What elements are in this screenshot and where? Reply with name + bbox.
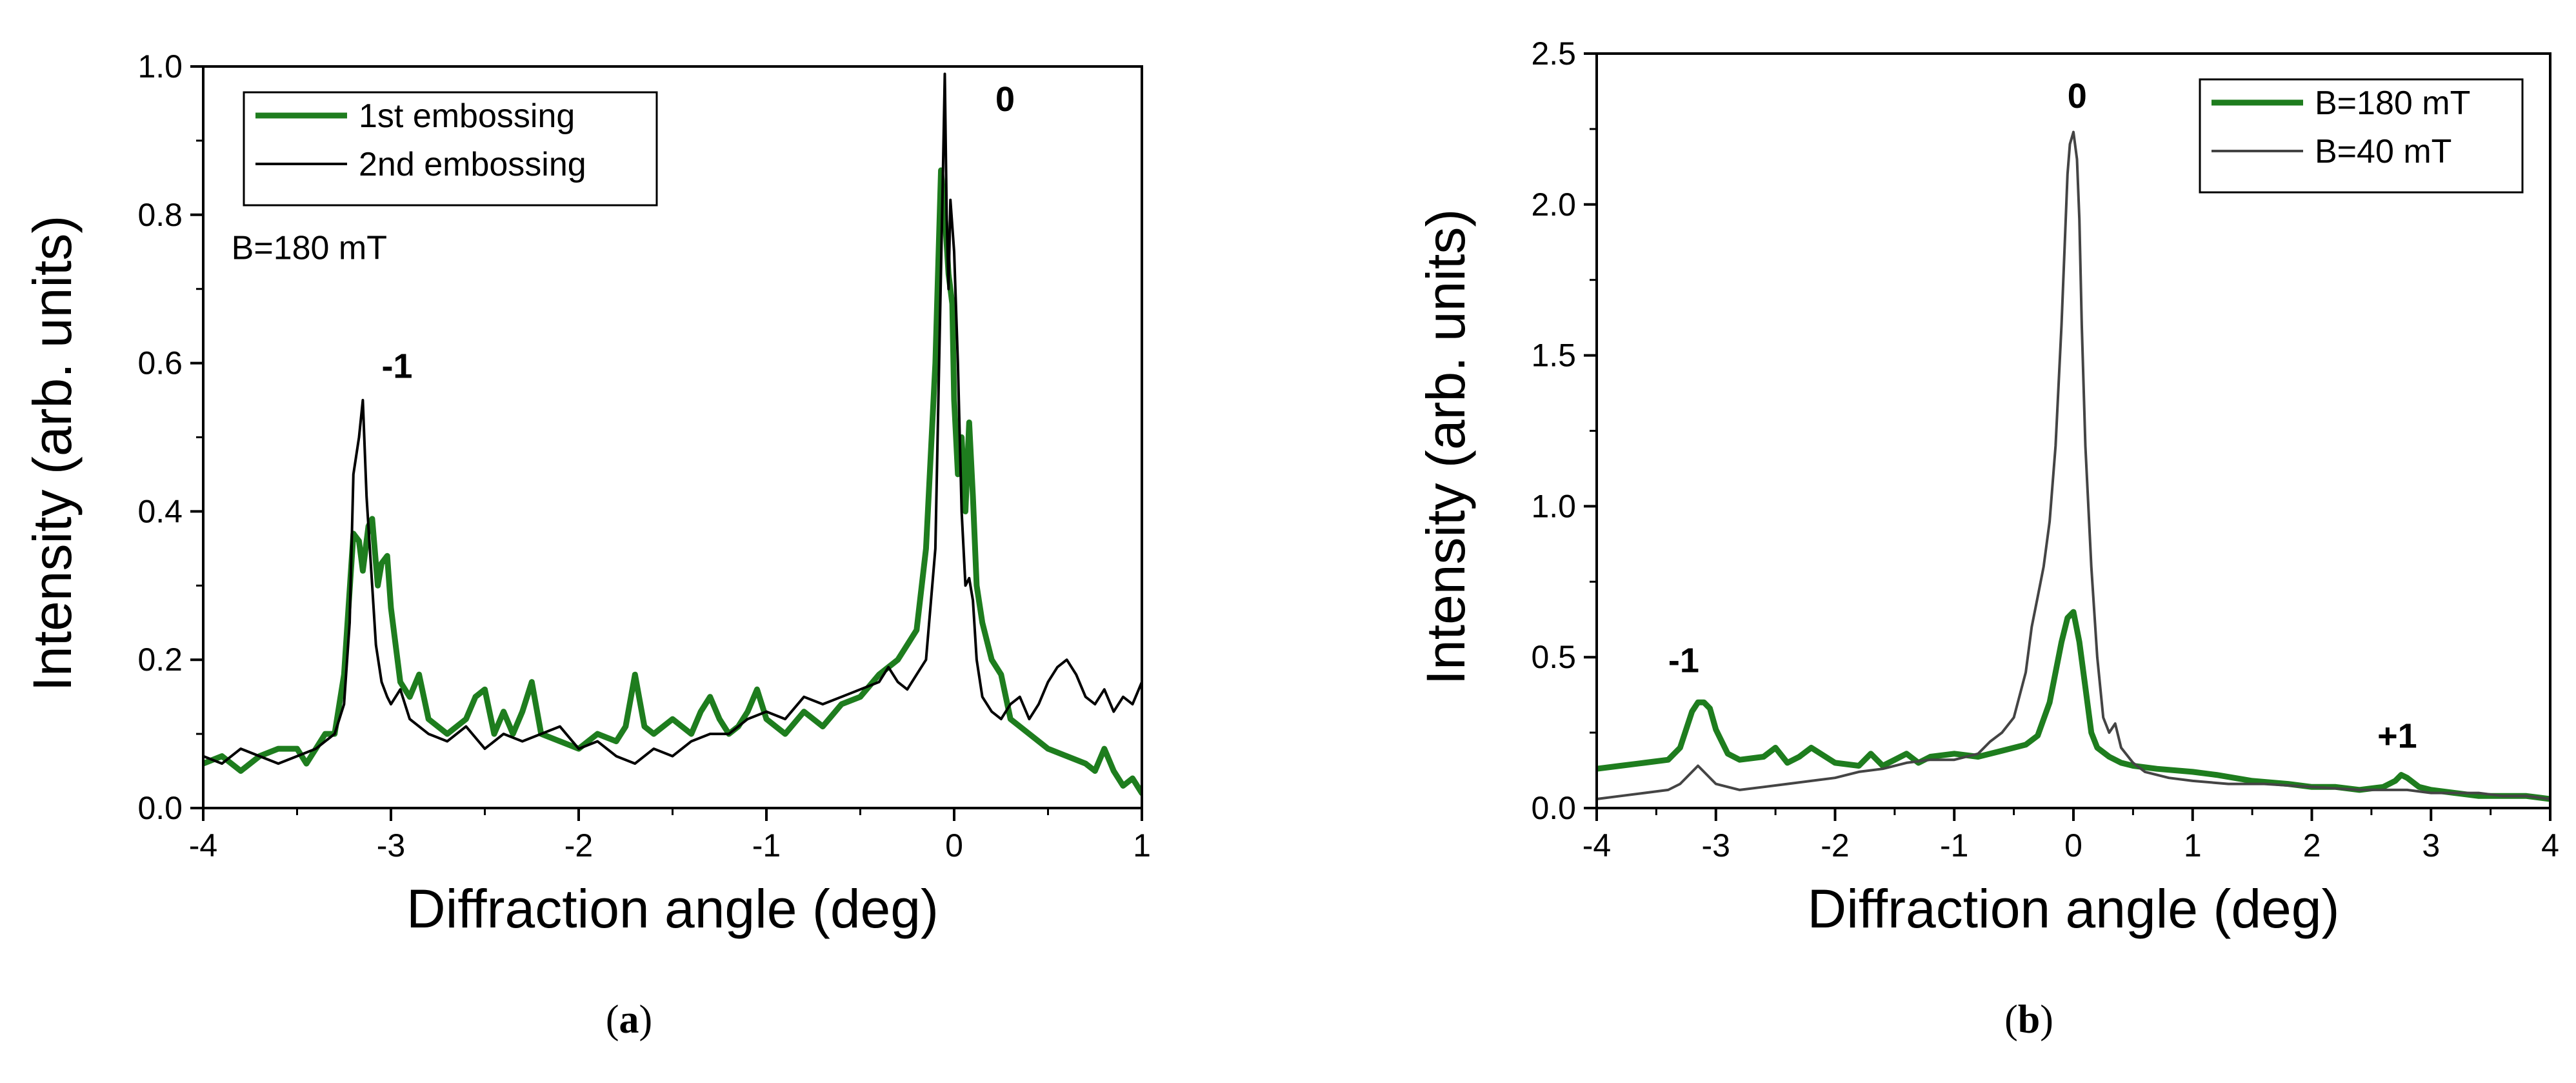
panel-b-annotation-2: 0 (2068, 77, 2087, 116)
panel-a-xtick-label: -3 (377, 827, 405, 864)
panel-b-caption: (b) (2004, 998, 2053, 1042)
panel-a-xtick-label: -2 (564, 827, 593, 864)
panel-b-ytick-label: 2.5 (1531, 35, 1576, 72)
panel-a-legend (243, 91, 658, 207)
panel-a-ytick-label: 0.4 (137, 493, 183, 529)
panel-a-xtick-label: -4 (189, 827, 217, 864)
panel-a-xtick-label: 1 (1133, 827, 1151, 864)
panel-a-xtick-label: -1 (752, 827, 781, 864)
panel-b-xtick-label: -4 (1583, 827, 1611, 864)
panel-b-legend-label-1: B=180 mT (2315, 85, 2470, 122)
panel-a-annotation-2: -1 (381, 347, 412, 386)
panel-a-annotation-3: 0 (995, 80, 1015, 119)
panel-b-legend-label-2: B=40 mT (2315, 133, 2451, 170)
panel-b-xtick-label: -3 (1702, 827, 1730, 864)
panel-b-series-group (1597, 130, 2550, 802)
panel-a-caption: (a) (606, 998, 652, 1042)
panel-a-ytick-label: 0.2 (137, 642, 183, 678)
panel-b-annotation-1: -1 (1668, 642, 1699, 680)
panel-b-ytick-label: 1.5 (1531, 338, 1576, 374)
panel-a: -4 -3 -2 -1 0 1 0.0 0.2 0.4 0.6 0.8 1.0 Diffraction … (22, 48, 1151, 1042)
panel-b-ytick-label: 0.0 (1531, 790, 1576, 826)
panel-b-y-axis-title: Intensity (arb. units) (1415, 209, 1476, 685)
panel-a-series-1-line (203, 167, 1142, 796)
panel-a-xtick-label: 0 (945, 827, 963, 864)
panel-a-series-group (203, 72, 1142, 796)
panel-a-legend-label-1: 1st embossing (359, 97, 575, 135)
panel-a-ytick-label: 0.0 (137, 790, 183, 826)
panel-b-series-2-line (1597, 130, 2550, 800)
panel-b-xtick-label: 3 (2422, 827, 2440, 864)
panel-a-ytick-label: 0.6 (137, 345, 183, 381)
panel-b-legend (2199, 78, 2524, 194)
panel-b-xtick-label: -1 (1940, 827, 1968, 864)
panel-b-xtick-label: 0 (2064, 827, 2082, 864)
panel-b-ytick-label: 1.0 (1531, 488, 1576, 524)
panel-b-series-1-line (1597, 609, 2550, 802)
panel-a-annotation-1: B=180 mT (232, 230, 387, 267)
panel-a-ytick-label: 0.8 (137, 197, 183, 233)
panel-a-series-2-line (203, 72, 1142, 765)
panel-a-legend-label-2: 2nd embossing (359, 146, 586, 183)
panel-b-ytick-label: 2.0 (1531, 187, 1576, 223)
panel-b-annotation-3: +1 (2377, 716, 2417, 755)
panel-a-y-axis-title: Intensity (arb. units) (22, 216, 83, 692)
panel-a-ytick-label: 1.0 (137, 48, 183, 85)
panel-b-x-axis-title: Diffraction angle (deg) (1808, 878, 2340, 939)
panel-b-xtick-label: 1 (2184, 827, 2202, 864)
panel-b-xtick-label: 4 (2541, 827, 2559, 864)
panel-b-xtick-label: 2 (2303, 827, 2321, 864)
panel-b: -4 -3 -2 -1 0 1 2 3 4 0.0 0.5 1.0 1.5 2.0 2.5 Diffracti… (1415, 35, 2559, 1042)
panel-b-xtick-label: -2 (1821, 827, 1849, 864)
panel-b-ytick-label: 0.5 (1531, 639, 1576, 675)
panel-a-x-axis-title: Diffraction angle (deg) (406, 878, 939, 939)
